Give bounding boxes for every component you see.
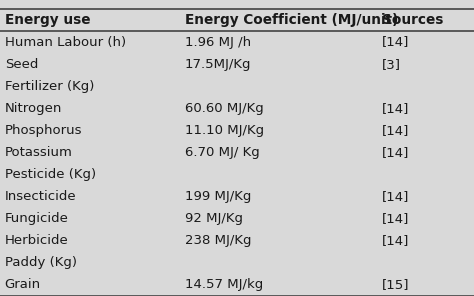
Text: [14]: [14] [382,212,409,225]
Text: Seed: Seed [5,58,38,70]
Text: [14]: [14] [382,36,409,49]
Text: Energy Coefficient (MJ/unit): Energy Coefficient (MJ/unit) [185,13,398,27]
Text: Pesticide (Kg): Pesticide (Kg) [5,168,96,181]
Text: 1.96 MJ /h: 1.96 MJ /h [185,36,251,49]
Text: [14]: [14] [382,102,409,115]
Text: [14]: [14] [382,146,409,159]
Text: Phosphorus: Phosphorus [5,124,82,137]
Text: 60.60 MJ/Kg: 60.60 MJ/Kg [185,102,264,115]
Text: [14]: [14] [382,190,409,203]
Text: Potassium: Potassium [5,146,73,159]
Text: Nitrogen: Nitrogen [5,102,62,115]
Text: Fertilizer (Kg): Fertilizer (Kg) [5,80,94,93]
Text: Grain: Grain [5,279,41,292]
Text: 14.57 MJ/kg: 14.57 MJ/kg [185,279,263,292]
Text: [14]: [14] [382,124,409,137]
Text: Insecticide: Insecticide [5,190,76,203]
Text: [15]: [15] [382,279,409,292]
Text: 11.10 MJ/Kg: 11.10 MJ/Kg [185,124,264,137]
Text: Human Labour (h): Human Labour (h) [5,36,126,49]
Text: 238 MJ/Kg: 238 MJ/Kg [185,234,251,247]
Text: [14]: [14] [382,234,409,247]
Text: [3]: [3] [382,58,401,70]
Text: Herbicide: Herbicide [5,234,68,247]
Text: Energy use: Energy use [5,13,90,27]
Text: Fungicide: Fungicide [5,212,69,225]
Text: 199 MJ/Kg: 199 MJ/Kg [185,190,251,203]
Text: 6.70 MJ/ Kg: 6.70 MJ/ Kg [185,146,260,159]
Text: 92 MJ/Kg: 92 MJ/Kg [185,212,243,225]
Text: 17.5MJ/Kg: 17.5MJ/Kg [185,58,251,70]
Text: Paddy (Kg): Paddy (Kg) [5,256,77,269]
Text: Sources: Sources [382,13,443,27]
